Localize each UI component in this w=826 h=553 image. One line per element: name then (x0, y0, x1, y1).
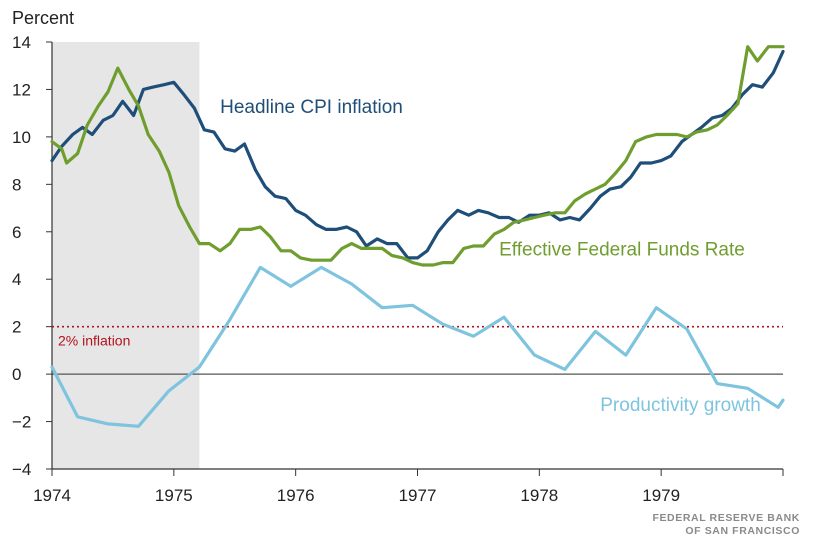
productivity-growth-line (50, 265, 785, 428)
x-tick-label: 1975 (155, 486, 193, 505)
reference-line-label: 2% inflation (58, 333, 130, 349)
y-tick-label: −4 (12, 460, 31, 479)
fed-funds-rate-label: Effective Federal Funds Rate (499, 240, 745, 261)
cpi-inflation-label: Headline CPI inflation (220, 97, 403, 118)
recession-shading (52, 42, 200, 469)
x-tick-label: 1979 (642, 486, 680, 505)
y-tick-label: 0 (12, 365, 21, 384)
y-tick-label: −2 (12, 413, 31, 432)
y-tick-label: 8 (12, 175, 21, 194)
y-tick-label: 10 (12, 128, 31, 147)
y-tick-label: 2 (12, 318, 21, 337)
fed-funds-rate-line (50, 45, 785, 267)
source-line-2: OF SAN FRANCISCO (685, 525, 800, 537)
x-tick-label: 1974 (33, 486, 71, 505)
x-tick-label: 1976 (277, 486, 315, 505)
x-tick-label: 1978 (520, 486, 558, 505)
source-line-1: FEDERAL RESERVE BANK (652, 512, 800, 524)
y-tick-label: 14 (12, 33, 31, 52)
y-tick-label: 12 (12, 80, 31, 99)
y-axis-title: Percent (12, 8, 74, 28)
productivity-growth-label: Productivity growth (600, 395, 761, 416)
y-tick-label: 6 (12, 223, 21, 242)
y-tick-label: 4 (12, 270, 21, 289)
x-tick-label: 1977 (399, 486, 437, 505)
cpi-inflation-line (50, 49, 785, 260)
